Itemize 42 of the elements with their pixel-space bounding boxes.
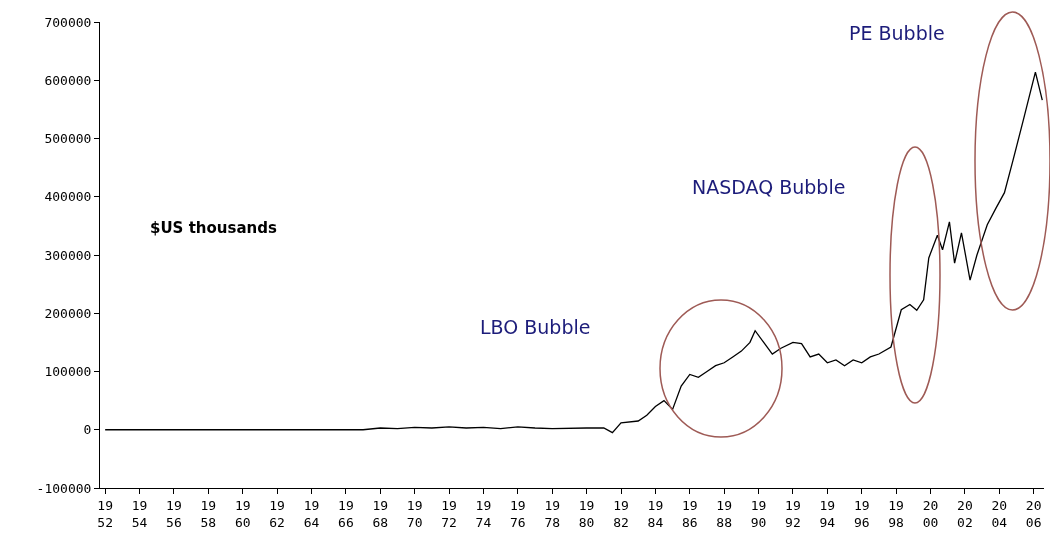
- x-tick-label: 19 64: [303, 497, 320, 530]
- y-tick-label: 700000: [44, 14, 92, 30]
- x-tick-label: 19 84: [647, 497, 664, 530]
- x-tick-label: 19 54: [131, 497, 148, 530]
- x-tick-label: 20 00: [922, 497, 939, 530]
- x-tick-label: 19 68: [372, 497, 389, 530]
- x-tick-label: 19 58: [200, 497, 217, 530]
- annotation: $US thousands: [150, 219, 277, 237]
- annotation: LBO Bubble: [480, 316, 591, 338]
- x-tick-label: 19 96: [853, 497, 870, 530]
- line-series: [104, 71, 1043, 434]
- y-tick-label: 500000: [44, 131, 92, 147]
- x-tick-label: 19 88: [716, 497, 732, 530]
- x-tick-label: 19 78: [544, 497, 561, 530]
- annotation: NASDAQ Bubble: [692, 176, 846, 198]
- x-tick-label: 19 70: [406, 497, 423, 530]
- x-tick-label: 19 94: [819, 497, 836, 530]
- y-tick-label: 0: [83, 422, 92, 438]
- x-tick-label: 19 72: [441, 497, 457, 530]
- x-tick-label: 19 56: [166, 497, 182, 530]
- x-tick-label: 20 04: [991, 497, 1008, 530]
- x-tick-label: 20 06: [1025, 497, 1042, 530]
- x-tick-label: 19 74: [475, 497, 492, 530]
- y-tick-label: 300000: [44, 247, 92, 263]
- x-tick-label: 19 52: [97, 497, 113, 530]
- x-tick-label: 19 76: [510, 497, 526, 530]
- y-tick-label: 600000: [44, 72, 92, 88]
- x-tick-label: 19 66: [338, 497, 354, 530]
- x-tick-label: 19 80: [578, 497, 595, 530]
- x-tick-label: 19 82: [613, 497, 629, 530]
- x-tick-label: 19 90: [750, 497, 767, 530]
- x-tick-label: 20 02: [957, 497, 973, 530]
- x-tick-label: 19 86: [681, 497, 698, 530]
- x-tick-label: 19 92: [785, 497, 801, 530]
- y-tick-label: -100000: [36, 480, 92, 496]
- x-tick-label: 19 60: [234, 497, 251, 530]
- annotation: PE Bubble: [849, 22, 945, 44]
- x-tick-label: 19 98: [888, 497, 904, 530]
- x-tick-label: 19 62: [269, 497, 285, 530]
- y-tick-label: 400000: [44, 189, 92, 205]
- y-tick-label: 200000: [44, 305, 92, 321]
- y-tick-label: 100000: [44, 364, 92, 380]
